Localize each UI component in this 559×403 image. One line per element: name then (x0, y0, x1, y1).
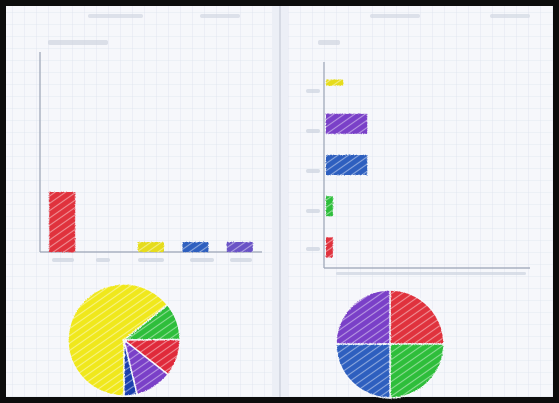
right-bar-category-marks (306, 89, 320, 251)
left-bar-hatch-2 (138, 242, 164, 252)
right-bar-hatch-4 (326, 237, 333, 258)
right-pie-slice-hatch-3 (336, 290, 390, 344)
right-bar-chart (306, 62, 530, 275)
right-pie-slice-hatch-0 (390, 290, 444, 344)
right-bar-hatch-3 (326, 196, 333, 217)
right-pie-slice-hatch-1 (390, 344, 444, 398)
left-pie-slice-hatch-0 (68, 283, 168, 396)
left-pie-slice-hatch-1 (124, 304, 180, 340)
right-pie-slice-hatch-2 (336, 344, 390, 398)
right-pie-chart (335, 289, 445, 399)
left-pie-slice-hatch-3 (124, 340, 169, 395)
left-pie-chart (67, 283, 181, 397)
header-marks (48, 14, 530, 45)
left-bar-hatch-4 (226, 242, 253, 252)
left-bar-chart (39, 52, 262, 262)
right-bar-hatch-2 (326, 155, 368, 175)
left-bar-category-marks (52, 258, 252, 262)
right-bar-hatch-0 (326, 79, 344, 86)
left-pie-slice-hatch-4 (124, 340, 138, 396)
left-bar-hatch-3 (182, 242, 209, 252)
right-bar-hatch-1 (326, 113, 368, 134)
left-pie-slice-hatch-2 (124, 339, 181, 375)
right-bar-tick-marks (336, 272, 526, 275)
left-bar-hatch-0 (49, 192, 76, 252)
